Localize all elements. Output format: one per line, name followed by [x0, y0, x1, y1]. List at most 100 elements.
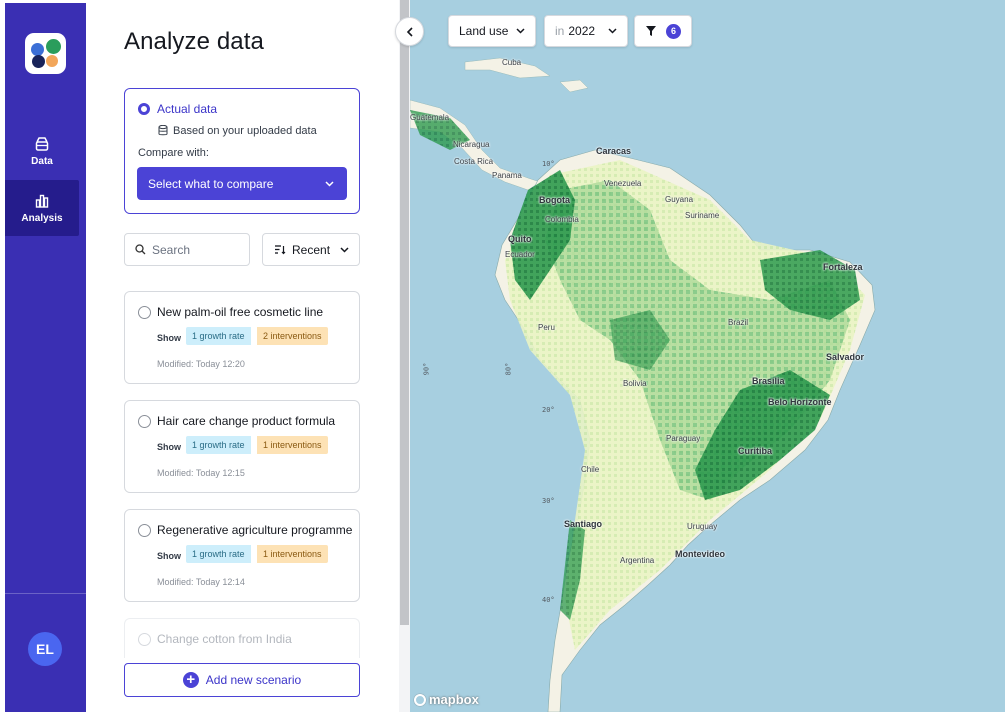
mapbox-attribution[interactable]: mapbox [414, 692, 479, 707]
interventions-badge: 1 interventions [257, 436, 328, 454]
nav-item-data-label: Data [31, 155, 53, 167]
vegetation-dark-northeast [760, 250, 860, 320]
actual-data-radio[interactable] [138, 103, 150, 115]
scenario-modified: Modified: Today 12:14 [157, 577, 245, 587]
scenario-card[interactable]: Change cotton from India [124, 618, 360, 658]
cuba-landmass [464, 57, 551, 79]
scenario-name: Hair care change product formula [157, 414, 336, 428]
scenario-name: Change cotton from India [157, 632, 292, 646]
graticule-lon-90: 90° [422, 362, 431, 376]
analysis-panel: Analyze data Actual data Based on your u… [86, 0, 399, 712]
compare-with-label: Compare with: [138, 147, 209, 159]
map-label-chile: Chile [581, 465, 600, 474]
app-logo[interactable] [25, 33, 66, 74]
scenario-card[interactable]: Regenerative agriculture programme Show … [124, 509, 360, 602]
compare-select-value: Select what to compare [148, 176, 274, 191]
graticule-lat-10: 10° [542, 160, 555, 168]
logo-dot-blue [31, 43, 44, 56]
scenario-show-label: Show [157, 333, 181, 343]
map-label-costa-rica: Costa Rica [454, 157, 494, 166]
compare-select[interactable]: Select what to compare [137, 167, 347, 200]
bar-chart-icon [35, 194, 49, 208]
logo-dot-orange [46, 55, 58, 67]
vegetation-dark-southeast [695, 370, 830, 500]
actual-data-card[interactable]: Actual data Based on your uploaded data … [124, 88, 360, 214]
map-view[interactable]: 10° 20° 30° 40° 90° 80° Cuba Guatemala N… [410, 0, 1005, 712]
scenario-card[interactable]: Hair care change product formula Show 1 … [124, 400, 360, 493]
scrollbar-thumb[interactable] [400, 0, 409, 625]
vegetation-dark-bolivia [610, 310, 670, 370]
nav-item-data[interactable]: Data [5, 123, 79, 179]
sort-label: Recent [292, 242, 331, 257]
filter-button[interactable]: 6 [634, 15, 692, 47]
chevron-down-icon [325, 180, 334, 187]
map-label-guyana: Guyana [665, 195, 694, 204]
add-scenario-button[interactable]: + Add new scenario [124, 663, 360, 697]
hispaniola-landmass [559, 79, 589, 93]
sort-icon [275, 245, 286, 255]
map-label-panama: Panama [492, 171, 522, 180]
year-select-value-wrap: in 2022 [555, 24, 595, 38]
map-label-peru: Peru [538, 323, 555, 332]
vegetation-dark-centralam [410, 110, 470, 150]
scenario-radio[interactable] [138, 524, 151, 537]
map-label-suriname: Suriname [685, 211, 720, 220]
layer-select[interactable]: Land use [448, 15, 536, 47]
database-icon [158, 125, 168, 136]
map-label-paraguay: Paraguay [666, 434, 701, 443]
add-scenario-label: Add new scenario [205, 673, 302, 687]
map-canvas[interactable] [410, 0, 1005, 712]
year-select[interactable]: in 2022 [544, 15, 628, 47]
map-label-argentina: Argentina [620, 556, 655, 565]
map-label-cuba: Cuba [502, 58, 522, 67]
sort-dropdown[interactable]: Recent [262, 233, 360, 266]
map-label-curitiba: Curitiba [738, 446, 773, 456]
scenario-card[interactable]: New palm-oil free cosmetic line Show 1 g… [124, 291, 360, 384]
nav-item-analysis-label: Analysis [21, 212, 63, 224]
growth-rate-badge: 1 growth rate [186, 327, 251, 345]
database-icon [35, 136, 49, 151]
map-label-brasilia: Brasília [752, 376, 785, 386]
map-label-uruguay: Uruguay [687, 522, 718, 531]
scenario-radio[interactable] [138, 633, 151, 646]
search-field[interactable] [124, 233, 250, 266]
scenario-name: Regenerative agriculture programme [157, 523, 353, 537]
nav-divider [5, 593, 86, 594]
map-label-guatemala: Guatemala [410, 113, 450, 122]
map-label-fortaleza: Fortaleza [823, 262, 863, 272]
collapse-panel-button[interactable] [395, 17, 424, 46]
scenario-modified: Modified: Today 12:15 [157, 468, 245, 478]
map-label-montevideo: Montevideo [675, 549, 726, 559]
vegetation-dark-chile [560, 520, 585, 620]
plus-icon: + [182, 672, 199, 688]
scenario-show-label: Show [157, 442, 181, 452]
scenario-name: New palm-oil free cosmetic line [157, 305, 324, 319]
panel-scrollbar[interactable] [399, 0, 410, 712]
map-label-nicaragua: Nicaragua [453, 140, 490, 149]
scenario-radio[interactable] [138, 415, 151, 428]
graticule-lat-30: 30° [542, 497, 555, 505]
growth-rate-badge: 1 growth rate [186, 545, 251, 563]
based-on-uploaded-label: Based on your uploaded data [173, 125, 317, 137]
scenario-show-label: Show [157, 551, 181, 561]
year-value: 2022 [568, 24, 596, 38]
user-avatar[interactable]: EL [28, 632, 62, 666]
chevron-down-icon [340, 246, 349, 253]
map-label-belo-horizonte: Belo Horizonte [768, 397, 832, 407]
map-label-bogota: Bogota [539, 195, 570, 205]
scenario-radio[interactable] [138, 306, 151, 319]
filter-icon [646, 26, 656, 36]
interventions-badge: 1 interventions [257, 545, 328, 563]
chevron-down-icon [516, 28, 525, 34]
map-label-colombia: Colombia [545, 215, 579, 224]
vegetation-dark-amazon-west [510, 170, 575, 300]
graticule-lon-80: 80° [504, 362, 513, 376]
map-label-brazil: Brazil [728, 318, 749, 327]
nav-item-analysis[interactable]: Analysis [5, 180, 79, 236]
graticule-lat-40: 40° [542, 596, 555, 604]
logo-dot-navy [32, 55, 45, 68]
interventions-badge: 2 interventions [257, 327, 328, 345]
map-label-caracas: Caracas [596, 146, 632, 156]
actual-data-label: Actual data [157, 102, 218, 116]
search-input[interactable] [152, 242, 242, 257]
